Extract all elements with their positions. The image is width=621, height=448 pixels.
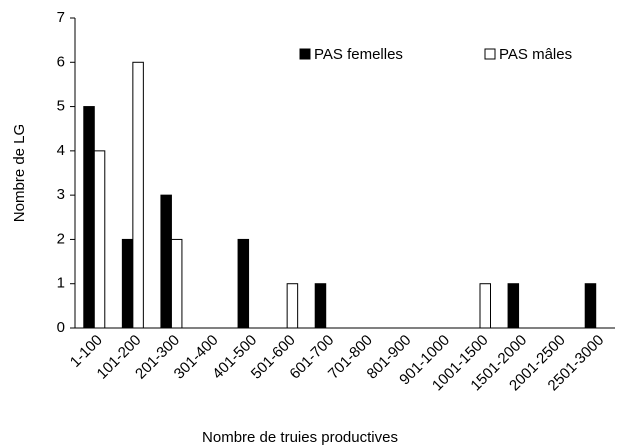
legend-label: PAS femelles [314, 46, 403, 63]
y-tick-label: 0 [57, 319, 65, 336]
y-tick-label: 4 [57, 142, 65, 159]
bar [170, 238, 183, 329]
bar [83, 106, 95, 329]
x-axis-label: Nombre de truies productives [202, 429, 398, 446]
y-tick-label: 1 [57, 275, 65, 292]
bar [237, 238, 250, 329]
bar [93, 150, 106, 329]
legend-label: PAS mâles [499, 46, 572, 63]
legend-swatch [484, 48, 496, 60]
bar [507, 283, 520, 329]
bar [160, 194, 172, 329]
y-tick-label: 6 [57, 53, 65, 70]
bar [314, 283, 327, 329]
y-axis-label: Nombre de LG [11, 124, 28, 222]
y-tick-label: 7 [57, 9, 65, 26]
bar [584, 283, 597, 329]
bar [132, 61, 144, 329]
bar [121, 238, 134, 329]
bar [479, 283, 491, 329]
y-tick-label: 5 [57, 98, 65, 115]
y-tick-label: 2 [57, 230, 65, 247]
bar [286, 283, 299, 329]
legend-swatch [299, 48, 311, 60]
y-tick-label: 3 [57, 186, 65, 203]
